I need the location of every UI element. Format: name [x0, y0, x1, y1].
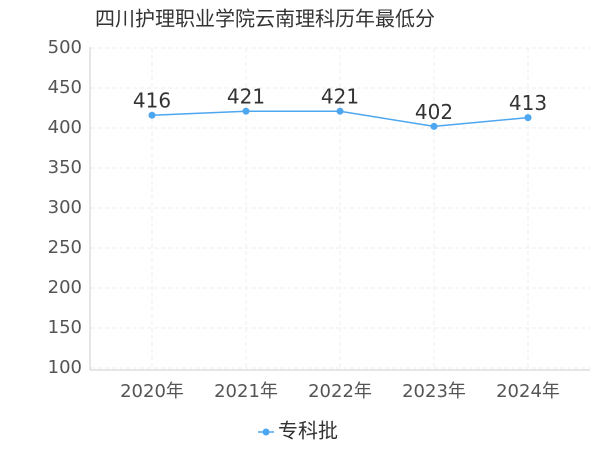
y-tick-label: 500 [48, 37, 82, 58]
y-tick-label: 100 [48, 357, 82, 378]
point [148, 111, 156, 119]
value-label: 421 [227, 85, 265, 109]
y-tick-label: 300 [48, 197, 82, 218]
legend-marker [262, 428, 270, 436]
y-tick-label: 150 [48, 317, 82, 338]
x-tick-label: 2024年 [496, 381, 560, 402]
y-tick-label: 350 [48, 157, 82, 178]
point [242, 107, 250, 115]
point [430, 122, 438, 130]
y-tick-label: 200 [48, 277, 82, 298]
chart-title: 四川护理职业学院云南理科历年最低分 [95, 7, 435, 31]
y-tick-label: 250 [48, 237, 82, 258]
x-tick-label: 2021年 [214, 381, 278, 402]
y-tick-label: 450 [48, 77, 82, 98]
x-tick-label: 2022年 [308, 381, 372, 402]
y-tick-label: 400 [48, 117, 82, 138]
value-label: 413 [509, 91, 547, 115]
point [336, 107, 344, 115]
x-tick-label: 2020年 [120, 381, 184, 402]
legend-label: 专科批 [278, 419, 338, 443]
point [524, 114, 532, 122]
value-label: 416 [133, 89, 171, 113]
value-label: 421 [321, 85, 359, 109]
x-tick-label: 2023年 [402, 381, 466, 402]
value-label: 402 [415, 100, 453, 124]
